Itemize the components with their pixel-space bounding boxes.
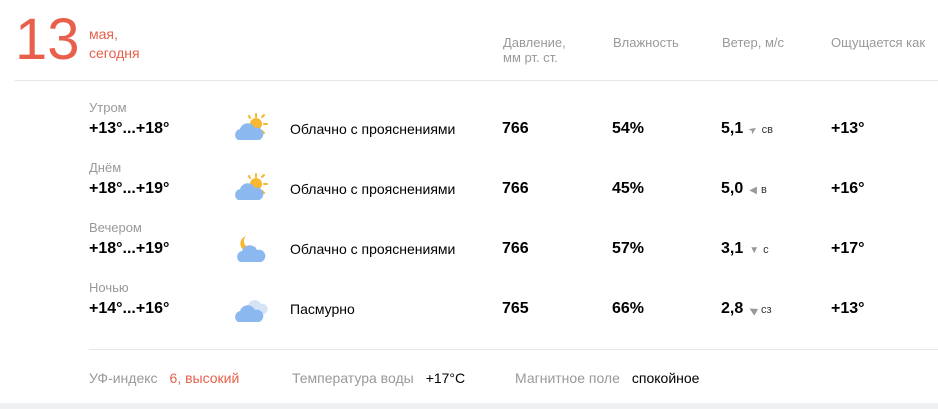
wind-direction-icon: ◀ xyxy=(747,303,760,318)
wind-direction: сз xyxy=(760,304,772,316)
wind-direction: с xyxy=(763,244,769,256)
today-label: сегодня xyxy=(89,45,140,61)
wind-direction: в xyxy=(760,184,767,196)
pressure-unit: мм рт. ст. xyxy=(503,50,558,65)
magnet-label: Магнитное поле xyxy=(515,370,620,386)
humidity-value: 54% xyxy=(612,120,645,137)
condition: Пасмурно xyxy=(290,301,355,317)
wind-direction-icon: ▼ xyxy=(749,245,760,256)
wind-value: 2,8 ◀ сз xyxy=(721,300,772,318)
partly-cloudy-night-icon xyxy=(232,232,268,269)
wind-speed: 5,1 xyxy=(721,120,744,137)
condition: Облачно с прояснениями xyxy=(290,181,456,197)
humidity-value: 66% xyxy=(612,300,645,317)
partly-cloudy-day-icon xyxy=(232,112,268,149)
wind-speed: 3,1 xyxy=(721,240,744,257)
feels-like-value: +17° xyxy=(831,240,865,257)
header-divider xyxy=(15,80,938,81)
feels-like-value: +13° xyxy=(831,300,865,317)
water-temp: Температура воды +17°C xyxy=(292,370,465,386)
temperature-range: +18°...+19° xyxy=(89,240,170,257)
header-humidity: Влажность xyxy=(613,35,679,50)
day-part: Вечером xyxy=(89,220,142,235)
feels-like-value: +16° xyxy=(831,180,865,197)
wind-value: 5,1 ➤ св xyxy=(721,120,773,138)
wind-speed: 2,8 xyxy=(721,300,744,317)
pressure-value: 766 xyxy=(502,180,529,197)
feels-like-value: +13° xyxy=(831,120,865,137)
partly-cloudy-day-icon xyxy=(232,172,268,209)
humidity-value: 57% xyxy=(612,240,645,257)
temperature-range: +18°...+19° xyxy=(89,180,170,197)
pressure-value: 766 xyxy=(502,240,529,257)
footer-divider xyxy=(89,349,938,350)
overcast-icon xyxy=(232,292,268,329)
wind-direction: св xyxy=(761,124,773,136)
uv-label: УФ-индекс xyxy=(89,370,158,386)
wind-direction-icon: ➤ xyxy=(746,123,761,138)
water-value: +17°C xyxy=(425,370,466,386)
day-part: Ночью xyxy=(89,280,129,295)
wind-speed: 5,0 xyxy=(721,180,744,197)
day-number: 13 xyxy=(15,7,80,72)
day-part: Днём xyxy=(89,160,122,175)
date-label: мая, сегодня xyxy=(89,25,140,63)
wind-direction-icon: ◀ xyxy=(749,185,757,196)
temperature-range: +13°...+18° xyxy=(89,120,170,137)
wind-value: 5,0 ◀ в xyxy=(721,180,767,198)
header-feels: Ощущается как xyxy=(831,35,926,50)
condition: Облачно с прояснениями xyxy=(290,121,456,137)
header-wind: Ветер, м/с xyxy=(722,35,785,50)
magnetic-field: Магнитное поле спокойное xyxy=(515,370,699,386)
water-label: Температура воды xyxy=(292,370,414,386)
magnet-value: спокойное xyxy=(631,370,700,386)
bottom-band xyxy=(0,403,938,409)
temperature-range: +14°...+16° xyxy=(89,300,170,317)
pressure-value: 765 xyxy=(502,300,529,317)
pressure-value: 766 xyxy=(502,120,529,137)
pressure-label: Давление, xyxy=(503,35,566,50)
humidity-value: 45% xyxy=(612,180,645,197)
condition: Облачно с прояснениями xyxy=(290,241,456,257)
month: мая, xyxy=(89,26,118,42)
header-pressure: Давление, мм рт. ст. xyxy=(503,35,566,65)
wind-value: 3,1 ▼ с xyxy=(721,240,769,258)
uv-index: УФ-индекс 6, высокий xyxy=(89,370,239,386)
day-part: Утром xyxy=(89,100,127,115)
uv-value: 6, высокий xyxy=(169,370,240,386)
